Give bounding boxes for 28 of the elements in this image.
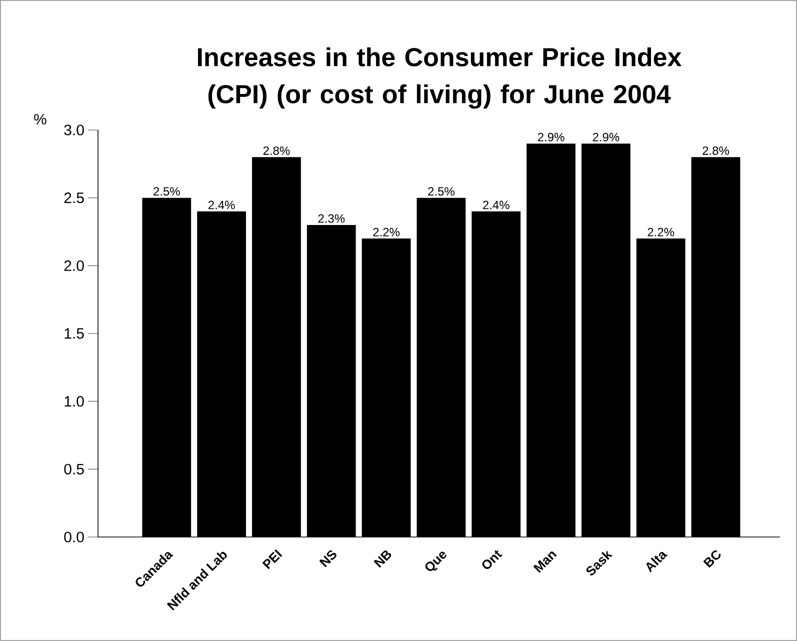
y-tick-label: 3.0 <box>64 124 84 136</box>
y-tick-label: 0.0 <box>64 532 84 542</box>
data-label: 2.4% <box>483 200 510 210</box>
data-label: 2.9% <box>592 132 620 142</box>
data-label: 2.2% <box>373 228 400 236</box>
chart-title: Increases in the Consumer Price Index (CPI) (or cost of living) for June 2004 <box>198 47 682 109</box>
data-label: 2.9% <box>538 132 564 142</box>
y-tick-label: 1.5 <box>64 328 84 339</box>
data-label: 2.5% <box>154 187 180 196</box>
x-tick-label: PEI <box>262 549 282 570</box>
x-tick-label: NS <box>319 550 336 568</box>
x-tick-label: Man <box>533 552 557 573</box>
data-label: 2.4% <box>208 200 235 210</box>
y-tick-label: 0.5 <box>64 464 84 474</box>
x-tick-label: NB <box>374 550 392 568</box>
data-label: 2.5% <box>428 187 454 196</box>
data-label: 2.8% <box>702 146 730 155</box>
x-tick-label: Ont <box>482 550 502 569</box>
x-tick-label: Alta <box>646 552 668 572</box>
y-axis-title: % <box>34 114 46 124</box>
x-tick-label: BC <box>703 550 721 568</box>
y-tick-label: 2.5 <box>64 192 84 204</box>
data-label: 2.2% <box>648 228 674 236</box>
y-tick-label: 2.0 <box>64 260 84 271</box>
data-label: 2.3% <box>318 214 345 223</box>
data-label: 2.8% <box>263 146 290 155</box>
x-tick-label: Que <box>425 552 446 571</box>
y-tick-label: 1.0 <box>64 396 84 407</box>
